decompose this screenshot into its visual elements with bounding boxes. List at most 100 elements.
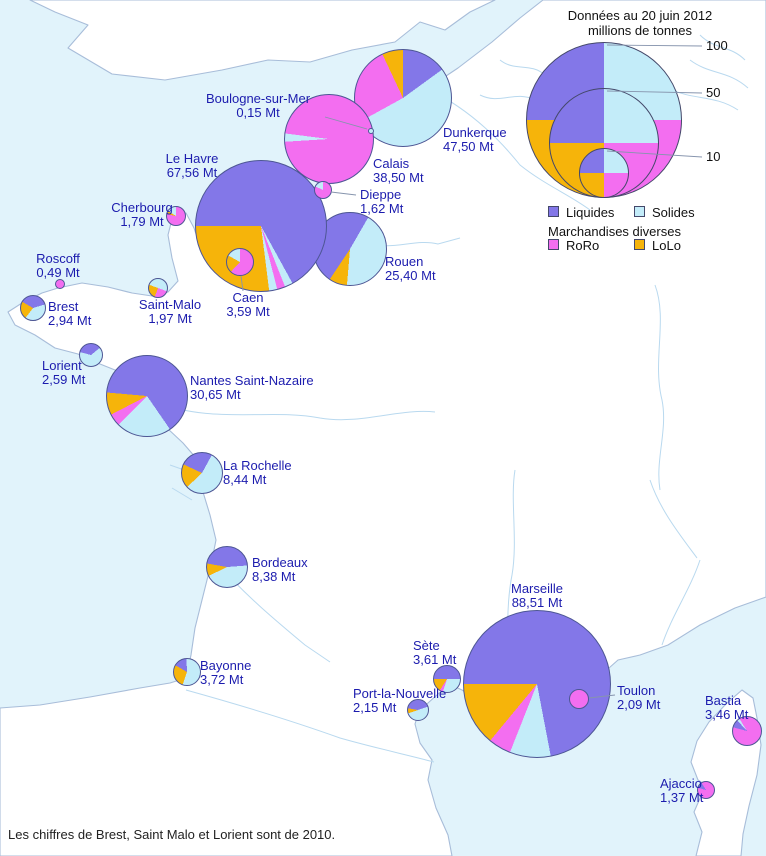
legend-label-lolo: LoLo	[652, 238, 681, 253]
port-tonnage: 25,40 Mt	[385, 268, 436, 283]
liquides-swatch-icon	[548, 206, 559, 217]
port-name: Roscoff	[36, 251, 80, 266]
port-label-rouen: Rouen 25,40 Mt	[385, 255, 436, 283]
legend-label-liquides: Liquides	[566, 205, 615, 220]
legend-size-tick-50: 50	[706, 85, 721, 100]
port-pie-bastia	[732, 716, 762, 746]
port-pie-le-havre	[195, 160, 327, 292]
port-pie-bayonne	[173, 658, 201, 686]
port-pie-brest	[20, 295, 46, 321]
port-label-port-la-nouvelle: Port-la-Nouvelle 2,15 Mt	[353, 687, 446, 715]
port-tonnage: 47,50 Mt	[443, 139, 494, 154]
lolo-swatch-icon	[634, 239, 645, 250]
port-name: Bayonne	[200, 658, 252, 673]
port-label-s-te: Sète 3,61 Mt	[413, 639, 456, 667]
port-pie-toulon	[569, 689, 589, 709]
port-label-roscoff: Roscoff 0,49 Mt	[36, 252, 80, 280]
port-label-saint-malo: Saint-Malo 1,97 Mt	[139, 298, 201, 326]
port-tonnage: 2,94 Mt	[48, 313, 92, 328]
port-name: La Rochelle	[223, 458, 292, 473]
port-label-dieppe: Dieppe 1,62 Mt	[360, 188, 403, 216]
england-landmass	[29, 0, 496, 81]
port-tonnage: 8,38 Mt	[252, 569, 296, 584]
legend-size-circle-10	[579, 148, 629, 198]
port-pie-calais	[284, 94, 374, 184]
port-label-la-rochelle: La Rochelle 8,44 Mt	[223, 459, 292, 487]
port-pie-boulogne-sur-mer	[368, 128, 374, 134]
port-name: Saint-Malo	[138, 297, 202, 312]
port-tonnage: 1,62 Mt	[360, 201, 404, 216]
port-pie-port-la-nouvelle	[407, 699, 429, 721]
port-name: Lorient	[42, 358, 82, 373]
port-tonnage: 2,09 Mt	[617, 697, 661, 712]
port-pie-marseille	[463, 610, 611, 758]
port-tonnage: 1,79 Mt	[120, 214, 164, 229]
roro-swatch-icon	[548, 239, 559, 250]
port-label-calais: Calais 38,50 Mt	[373, 157, 424, 185]
port-pie-dieppe	[314, 181, 332, 199]
port-tonnage: 3,59 Mt	[226, 304, 270, 319]
port-tonnage: 0,15 Mt	[236, 105, 280, 120]
port-name: Dunkerque	[443, 125, 507, 140]
port-name: Boulogne-sur-Mer	[205, 91, 311, 106]
port-tonnage: 67,56 Mt	[166, 165, 218, 180]
port-tonnage: 3,61 Mt	[413, 652, 457, 667]
legend-size-tick-100: 100	[706, 38, 728, 53]
port-tonnage: 3,46 Mt	[705, 707, 749, 722]
port-pie-nantes-saint-nazaire	[106, 355, 188, 437]
port-label-le-havre: Le Havre 67,56 Mt	[166, 152, 219, 180]
port-name: Cherbourg	[111, 200, 173, 215]
port-name: Toulon	[617, 683, 656, 698]
port-label-dunkerque: Dunkerque 47,50 Mt	[443, 126, 507, 154]
port-label-bayonne: Bayonne 3,72 Mt	[200, 659, 251, 687]
port-tonnage: 1,37 Mt	[660, 790, 704, 805]
map-title-line2: millions de tonnes	[587, 23, 693, 38]
port-pie-lorient	[79, 343, 103, 367]
port-pie-saint-malo	[148, 278, 168, 298]
port-label-caen: Caen 3,59 Mt	[226, 291, 269, 319]
footnote: Les chiffres de Brest, Saint Malo et Lor…	[8, 827, 336, 842]
map-title: Données au 20 juin 2012 millions de tonn…	[568, 8, 713, 38]
port-name: Caen	[232, 290, 264, 305]
port-name: Sète	[413, 638, 440, 653]
port-name: Bastia	[705, 693, 742, 708]
port-name: Port-la-Nouvelle	[353, 686, 447, 701]
legend-label-solides: Solides	[652, 205, 695, 220]
port-name: Calais	[373, 156, 410, 171]
port-tonnage: 2,59 Mt	[42, 372, 86, 387]
legend-size-tick-10: 10	[706, 149, 721, 164]
solides-swatch-icon	[634, 206, 645, 217]
port-pie-ajaccio	[697, 781, 715, 799]
port-pie-s-te	[433, 665, 461, 693]
port-label-ajaccio: Ajaccio 1,37 Mt	[660, 777, 703, 805]
port-label-toulon: Toulon 2,09 Mt	[617, 684, 660, 712]
port-label-nantes-saint-nazaire: Nantes Saint-Nazaire 30,65 Mt	[190, 374, 314, 402]
port-tonnage: 1,97 Mt	[148, 311, 192, 326]
port-label-bastia: Bastia 3,46 Mt	[705, 694, 748, 722]
port-name: Marseille	[510, 581, 564, 596]
port-label-boulogne-sur-mer: Boulogne-sur-Mer 0,15 Mt	[206, 92, 310, 120]
port-pie-la-rochelle	[181, 452, 223, 494]
port-label-cherbourg: Cherbourg 1,79 Mt	[111, 201, 172, 229]
port-tonnage: 2,15 Mt	[353, 700, 397, 715]
port-tonnage: 8,44 Mt	[223, 472, 267, 487]
port-pie-cherbourg	[166, 206, 186, 226]
port-name: Brest	[48, 299, 79, 314]
port-name: Dieppe	[360, 187, 402, 202]
port-tonnage: 0,49 Mt	[36, 265, 80, 280]
port-label-lorient: Lorient 2,59 Mt	[42, 359, 85, 387]
port-tonnage: 30,65 Mt	[190, 387, 241, 402]
legend-group-label: Marchandises diverses	[548, 224, 681, 239]
port-pie-roscoff	[55, 279, 65, 289]
legend-label-roro: RoRo	[566, 238, 600, 253]
port-tonnage: 38,50 Mt	[373, 170, 424, 185]
port-label-bordeaux: Bordeaux 8,38 Mt	[252, 556, 308, 584]
map-title-line1: Données au 20 juin 2012	[567, 8, 713, 23]
port-tonnage: 3,72 Mt	[200, 672, 244, 687]
port-label-brest: Brest 2,94 Mt	[48, 300, 91, 328]
port-name: Ajaccio	[660, 776, 702, 791]
port-pie-bordeaux	[206, 546, 248, 588]
port-name: Rouen	[385, 254, 424, 269]
port-name: Le Havre	[165, 151, 219, 166]
